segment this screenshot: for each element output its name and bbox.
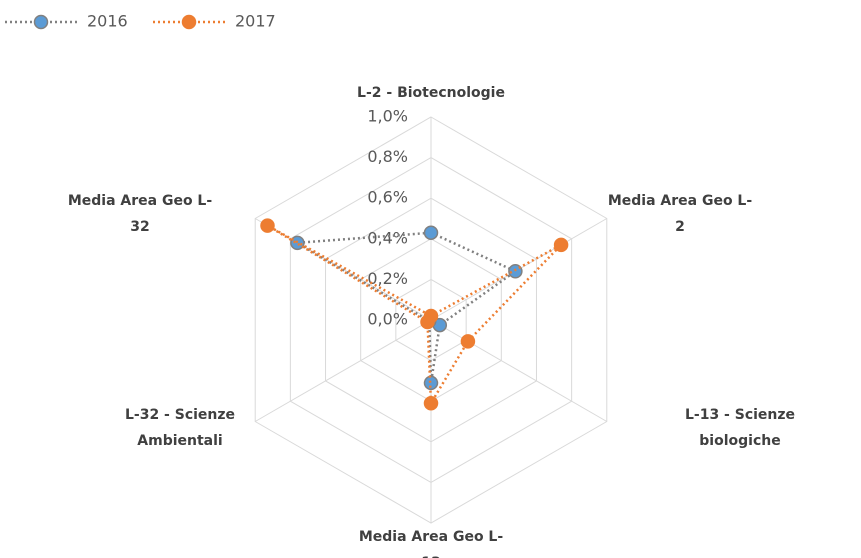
data-point	[423, 395, 439, 411]
category-label: Media Area Geo L-32	[67, 193, 213, 235]
y-tick-label: 0,8%	[367, 147, 408, 166]
y-tick-label: 0,0%	[367, 310, 408, 329]
spoke	[254, 319, 432, 422]
data-point	[553, 237, 569, 253]
legend-label: 2016	[87, 12, 128, 31]
series-line	[293, 231, 518, 384]
category-label: L-2 - Biotecnologie	[357, 85, 505, 101]
category-label: L-13 - Scienze biologiche	[684, 407, 796, 449]
y-tick-label: 0,6%	[367, 188, 408, 207]
y-tick-label: 0,4%	[367, 228, 408, 247]
category-label: L-32 - Scienze Ambientali	[124, 407, 236, 449]
data-point	[508, 264, 523, 279]
spoke	[430, 319, 608, 422]
category-label: Media Area Geo L-13	[358, 529, 504, 558]
category-label: Media Area Geo L-2	[607, 193, 753, 235]
data-point	[423, 225, 439, 240]
legend-marker	[181, 14, 197, 30]
data-point	[260, 218, 275, 233]
legend-label: 2017	[235, 12, 276, 31]
data-point	[460, 334, 476, 349]
y-tick-label: 1,0%	[367, 107, 408, 126]
series-line	[266, 224, 562, 408]
data-point	[420, 314, 435, 330]
y-tick-label: 0,2%	[367, 269, 408, 288]
legend-marker	[33, 14, 49, 30]
